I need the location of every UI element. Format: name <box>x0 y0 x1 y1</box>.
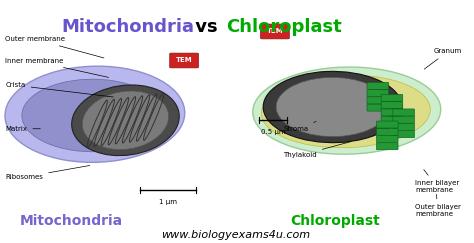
Text: 1 μm: 1 μm <box>159 199 177 205</box>
Text: TEM: TEM <box>267 28 283 35</box>
FancyBboxPatch shape <box>376 121 398 128</box>
Text: Crista: Crista <box>5 82 113 97</box>
Text: Outer bilayer
membrane: Outer bilayer membrane <box>415 194 461 217</box>
Text: Ribosomes: Ribosomes <box>5 165 90 180</box>
FancyBboxPatch shape <box>393 109 415 116</box>
FancyBboxPatch shape <box>170 53 199 68</box>
Text: Mitochondria: Mitochondria <box>62 18 194 36</box>
FancyBboxPatch shape <box>381 102 403 109</box>
Text: Inner membrane: Inner membrane <box>5 58 109 78</box>
FancyBboxPatch shape <box>376 143 398 150</box>
Ellipse shape <box>22 79 163 152</box>
Text: Outer membrane: Outer membrane <box>5 36 104 58</box>
Text: www.biologyexams4u.com: www.biologyexams4u.com <box>162 230 310 240</box>
Ellipse shape <box>5 66 185 162</box>
Text: Stroma: Stroma <box>283 122 316 132</box>
Text: Inner bilayer
membrane: Inner bilayer membrane <box>415 170 459 193</box>
Text: Granum: Granum <box>424 48 462 69</box>
Text: Matrix: Matrix <box>5 126 40 132</box>
FancyBboxPatch shape <box>367 90 389 97</box>
FancyBboxPatch shape <box>381 116 403 123</box>
Ellipse shape <box>253 67 441 154</box>
FancyBboxPatch shape <box>367 104 389 111</box>
Ellipse shape <box>261 75 430 148</box>
Text: Mitochondria: Mitochondria <box>20 214 123 227</box>
Text: Thylakoid: Thylakoid <box>283 142 351 158</box>
Ellipse shape <box>276 78 389 137</box>
Text: Chloroplast: Chloroplast <box>290 214 380 227</box>
FancyBboxPatch shape <box>376 136 398 143</box>
Text: Chloroplast: Chloroplast <box>227 18 342 36</box>
FancyBboxPatch shape <box>367 97 389 104</box>
Ellipse shape <box>72 85 179 156</box>
FancyBboxPatch shape <box>393 123 415 130</box>
Text: 0.5 μm: 0.5 μm <box>261 129 285 135</box>
FancyBboxPatch shape <box>381 109 403 116</box>
FancyBboxPatch shape <box>367 82 389 89</box>
FancyBboxPatch shape <box>393 131 415 138</box>
Ellipse shape <box>82 91 169 150</box>
Text: vs: vs <box>189 18 224 36</box>
Text: TEM: TEM <box>176 58 192 63</box>
Ellipse shape <box>263 71 402 143</box>
FancyBboxPatch shape <box>393 116 415 123</box>
FancyBboxPatch shape <box>261 24 289 39</box>
FancyBboxPatch shape <box>376 128 398 135</box>
FancyBboxPatch shape <box>381 95 403 101</box>
